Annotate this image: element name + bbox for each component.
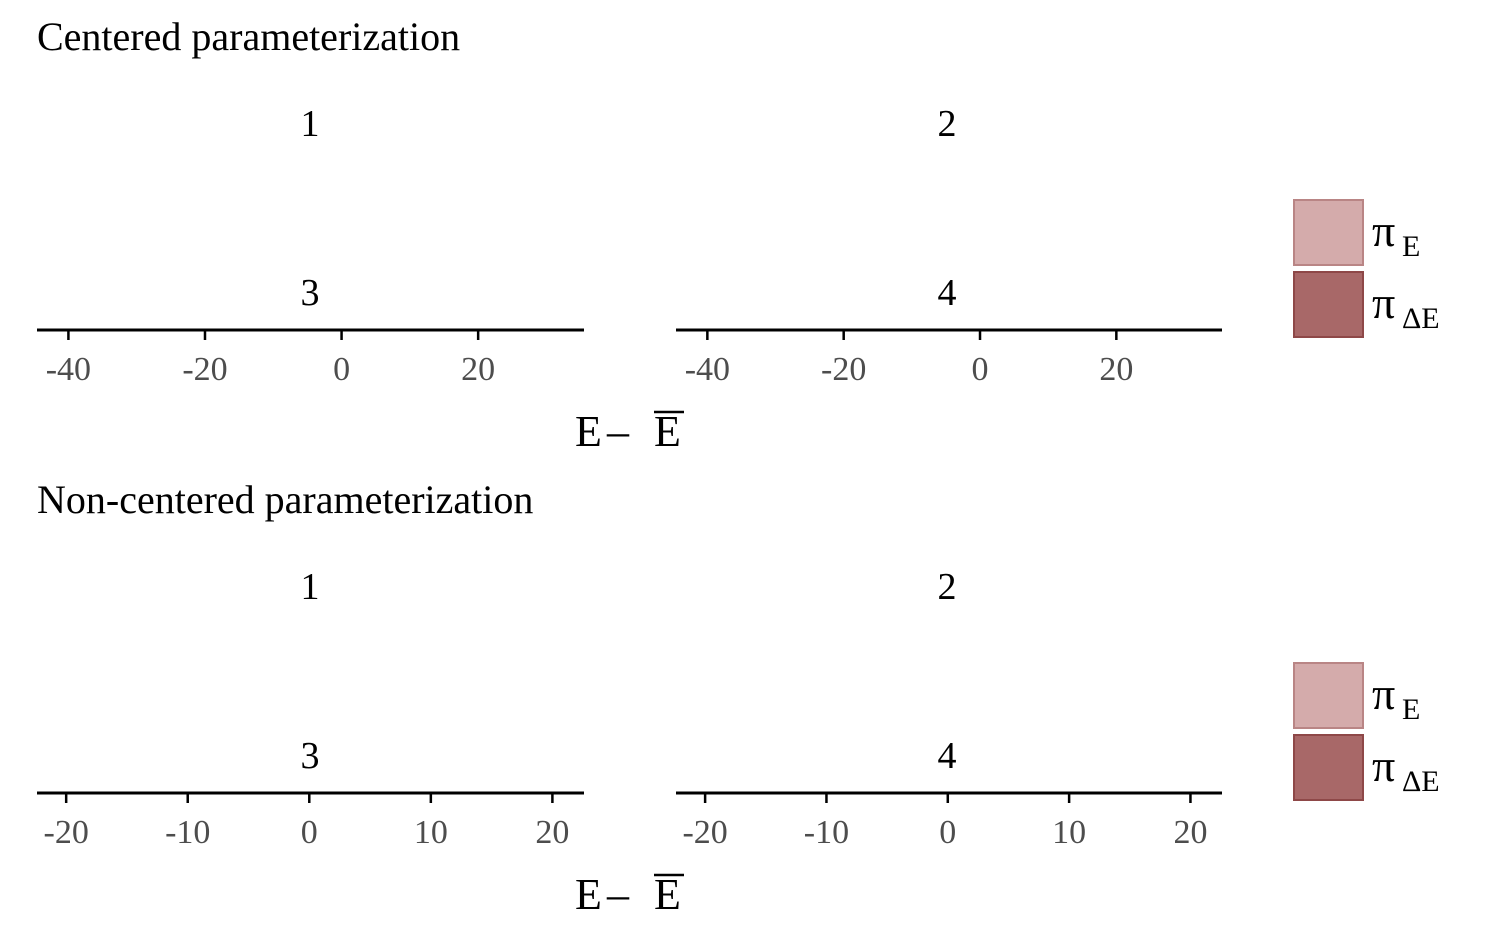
- legend-subscript: E: [1402, 693, 1420, 726]
- x-axis: -20 -10 0 10 20: [37, 791, 584, 851]
- panel-strip-label: 2: [938, 566, 957, 608]
- block-title: Non-centered parameterization: [37, 477, 533, 522]
- legend-symbol: π: [1372, 740, 1395, 791]
- x-tick-label: 0: [333, 351, 350, 388]
- x-tick-label: 20: [1099, 351, 1133, 388]
- x-tick-label: 20: [461, 351, 495, 388]
- x-axis-title-operator: –: [606, 870, 630, 919]
- legend-swatch: [1293, 662, 1364, 729]
- panel-strip-label: 4: [938, 735, 957, 777]
- panel-strip-label: 1: [301, 566, 320, 608]
- x-axis-title-operator: –: [606, 407, 630, 456]
- panel-strip-label: 2: [938, 103, 957, 145]
- x-axis-title-left: E: [575, 870, 602, 919]
- panel-strip-label: 3: [301, 272, 320, 314]
- x-tick-label: 10: [414, 814, 448, 851]
- x-axis-title-right: E: [654, 870, 681, 919]
- block-title: Centered parameterization: [37, 14, 460, 59]
- x-tick-label: -40: [46, 351, 91, 388]
- panel-strip-label: 1: [301, 103, 320, 145]
- x-tick-label: 20: [535, 814, 569, 851]
- x-tick-label: 20: [1173, 814, 1207, 851]
- legend: π Eπ ΔE: [1293, 199, 1440, 338]
- x-axis-title: E – E: [575, 407, 684, 456]
- x-tick-label: 0: [972, 351, 989, 388]
- x-axis: -40 -20 0 20: [37, 328, 584, 388]
- legend-subscript: ΔE: [1402, 302, 1440, 335]
- x-axis: -20 -10 0 10 20: [676, 791, 1222, 851]
- legend-swatch: [1293, 271, 1364, 338]
- x-axis-title: E – E: [575, 870, 684, 919]
- legend: π Eπ ΔE: [1293, 662, 1440, 801]
- x-tick-label: -40: [685, 351, 730, 388]
- x-axis-title-right: E: [654, 407, 681, 456]
- x-tick-label: -20: [182, 351, 227, 388]
- legend-symbol: π: [1372, 668, 1395, 719]
- legend-swatch: [1293, 734, 1364, 801]
- legend-symbol: π: [1372, 205, 1395, 256]
- x-tick-label: 0: [939, 814, 956, 851]
- panel-strip-label: 4: [938, 272, 957, 314]
- chart-block-2: Non-centered parameterization 1 2 3 4 -20 -10 0…: [37, 477, 1440, 919]
- x-axis: -40 -20 0 20: [676, 328, 1222, 388]
- x-tick-label: -20: [44, 814, 89, 851]
- x-tick-label: -10: [804, 814, 849, 851]
- legend-symbol: π: [1372, 277, 1395, 328]
- legend-subscript: E: [1402, 230, 1420, 263]
- x-axis-title-left: E: [575, 407, 602, 456]
- x-tick-label: -20: [821, 351, 866, 388]
- x-tick-label: 0: [301, 814, 318, 851]
- x-tick-label: -10: [165, 814, 210, 851]
- panel-strip-label: 3: [301, 735, 320, 777]
- x-tick-label: -20: [682, 814, 727, 851]
- legend-subscript: ΔE: [1402, 765, 1440, 798]
- legend-swatch: [1293, 199, 1364, 266]
- x-tick-label: 10: [1052, 814, 1086, 851]
